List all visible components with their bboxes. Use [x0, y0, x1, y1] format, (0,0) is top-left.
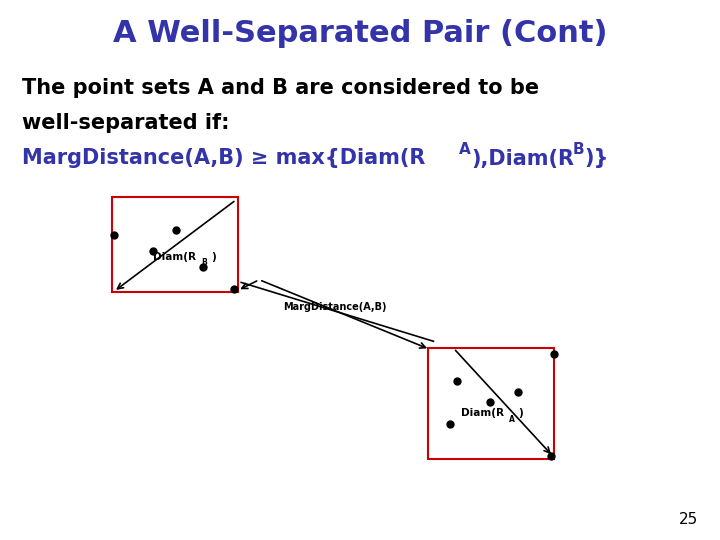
Text: A: A	[459, 142, 471, 157]
Text: ),Diam(R: ),Diam(R	[472, 148, 575, 168]
Bar	[428, 348, 554, 459]
Text: MargDistance(A,B): MargDistance(A,B)	[283, 302, 387, 312]
Text: The point sets A and B are considered to be: The point sets A and B are considered to…	[22, 78, 539, 98]
Text: Diam(R: Diam(R	[461, 408, 504, 418]
Text: MargDistance(A,B) ≥ max{Diam(R: MargDistance(A,B) ≥ max{Diam(R	[22, 148, 425, 168]
Text: 25: 25	[679, 511, 698, 526]
Text: well-separated if:: well-separated if:	[22, 113, 229, 133]
Text: ): )	[211, 252, 216, 261]
Text: )}: )}	[585, 148, 609, 168]
Text: B: B	[202, 259, 207, 267]
Text: A: A	[509, 415, 515, 424]
Text: ): )	[518, 408, 523, 418]
Text: Diam(R: Diam(R	[153, 252, 197, 261]
Text: A Well-Separated Pair (Cont): A Well-Separated Pair (Cont)	[113, 19, 607, 48]
Text: B: B	[572, 142, 584, 157]
Bar	[112, 197, 238, 292]
